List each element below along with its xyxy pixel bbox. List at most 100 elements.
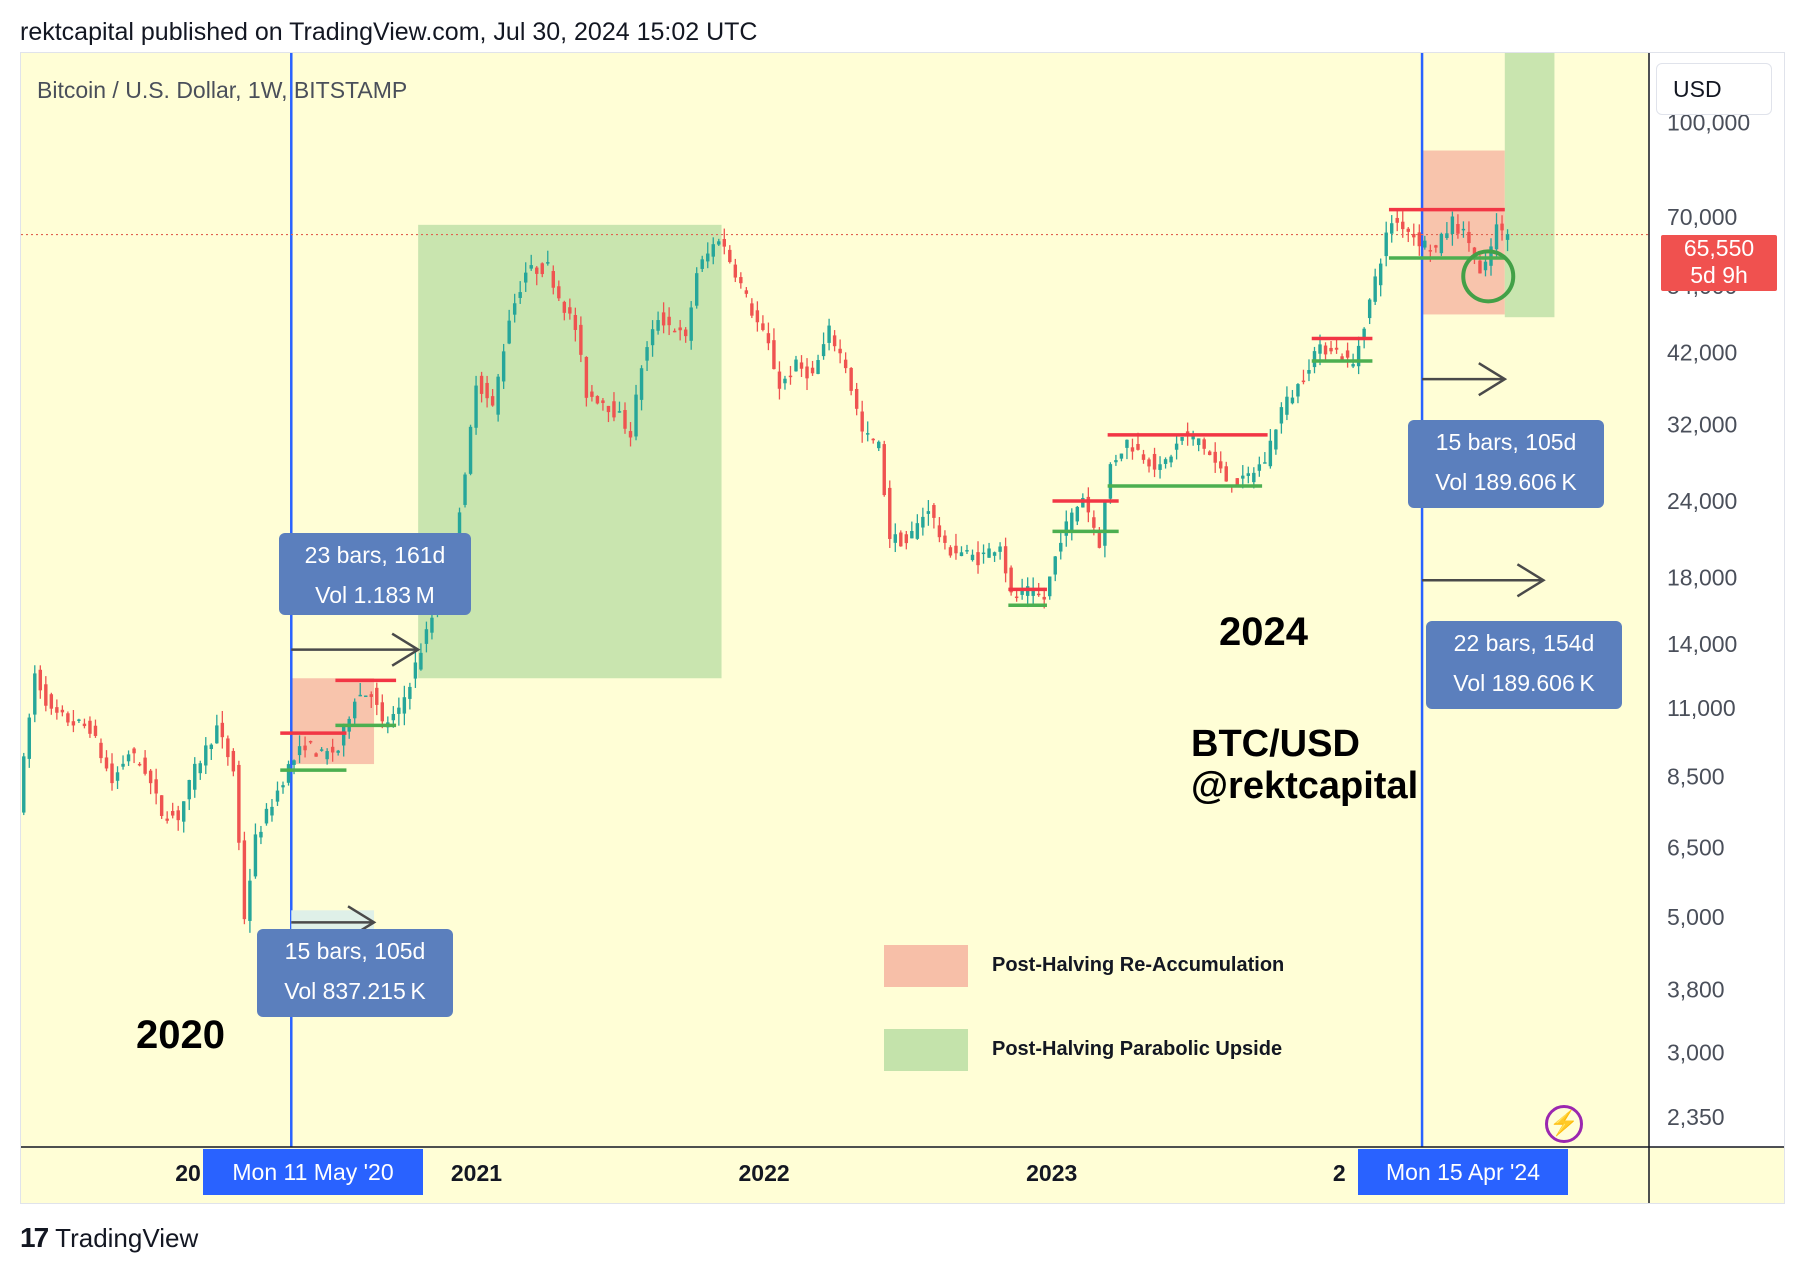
candle-body-265 <box>1483 261 1488 271</box>
price-tick-label: 14,000 <box>1667 631 1737 657</box>
candle-body-116 <box>661 312 666 326</box>
time-tick-label: 2021 <box>451 1160 502 1186</box>
candle-body-134 <box>761 323 765 330</box>
candle-body-208 <box>1169 456 1173 463</box>
candle-body-112 <box>639 368 644 400</box>
candle-body-108 <box>617 411 622 413</box>
candle-body-229 <box>1285 396 1289 415</box>
candle-body-159 <box>899 532 903 547</box>
legend-swatch-reaccumulation <box>884 945 968 987</box>
candle-body-194 <box>1092 517 1096 528</box>
candle-body-42 <box>253 834 258 877</box>
candle-body-101 <box>579 324 583 355</box>
candle-body-84 <box>485 382 489 399</box>
candle-body-104 <box>595 396 600 404</box>
candle-body-202 <box>1136 443 1140 450</box>
candle-body-7 <box>60 709 65 713</box>
candle-body-225 <box>1263 462 1267 464</box>
callout-volume: Vol 189.606 K <box>1453 670 1595 696</box>
candle-body-154 <box>871 438 875 441</box>
candle-body-47 <box>281 785 285 788</box>
candle-body-35 <box>215 725 219 744</box>
candle-body-91 <box>524 272 528 283</box>
candle-body-40 <box>242 840 247 920</box>
candle-body-68 <box>397 707 401 714</box>
candle-body-32 <box>198 763 202 774</box>
candle-body-102 <box>584 356 589 398</box>
halving-date-tag-2024: Mon 15 Apr '24 <box>1358 1149 1568 1195</box>
candle-body-80 <box>463 474 467 505</box>
candle-body-96 <box>551 271 556 288</box>
lightning-icon[interactable]: ⚡ <box>1545 1105 1583 1143</box>
candle-body-18 <box>121 763 125 767</box>
candle-body-206 <box>1158 464 1162 470</box>
candle-body-20 <box>132 748 136 754</box>
candle-body-200 <box>1125 439 1129 448</box>
candle-body-141 <box>799 362 804 369</box>
candle-body-139 <box>788 375 793 378</box>
candle-body-249 <box>1395 217 1399 223</box>
price-tick-label: 70,000 <box>1667 204 1737 230</box>
candle-body-100 <box>573 314 578 330</box>
callout-measure-2024-reaccumulation: 15 bars, 105d Vol 189.606 K <box>1408 420 1604 508</box>
candle-body-201 <box>1130 447 1135 452</box>
price-tick-label: 6,500 <box>1667 834 1725 860</box>
candle-body-58 <box>341 725 346 746</box>
candle-body-223 <box>1252 472 1256 483</box>
candle-body-55 <box>325 751 329 760</box>
candle-body-48 <box>286 764 291 783</box>
candle-body-138 <box>783 378 787 384</box>
last-price-tag: 65,550 5d 9h <box>1661 235 1777 291</box>
halving-date-tag-2020: Mon 11 May '20 <box>203 1149 423 1195</box>
candle-body-187 <box>1053 556 1057 575</box>
candle-body-79 <box>457 512 462 542</box>
candle-body-151 <box>854 388 859 409</box>
candle-body-94 <box>540 263 544 275</box>
candle-body-168 <box>948 547 953 556</box>
candle-body-230 <box>1290 397 1295 404</box>
candle-body-235 <box>1318 344 1322 354</box>
candle-body-145 <box>821 344 826 357</box>
candle-body-258 <box>1445 233 1449 238</box>
candle-body-127 <box>722 239 726 247</box>
candle-body-51 <box>303 745 307 751</box>
candle-body-218 <box>1224 466 1228 482</box>
candle-body-119 <box>678 327 682 331</box>
candle-body-125 <box>711 244 715 257</box>
currency-button[interactable]: USD <box>1656 63 1772 115</box>
candle-body-3 <box>38 669 43 691</box>
candle-body-114 <box>650 329 655 346</box>
candle-body-143 <box>810 367 815 374</box>
candle-body-241 <box>1351 364 1355 367</box>
candle-body-189 <box>1064 521 1068 536</box>
candle-body-214 <box>1202 439 1206 449</box>
candle-body-233 <box>1307 369 1311 374</box>
candle-body-8 <box>66 713 70 723</box>
candle-body-136 <box>772 340 776 370</box>
candle-body-10 <box>77 719 81 721</box>
candle-body-180 <box>1014 596 1019 599</box>
candle-body-46 <box>275 790 280 802</box>
price-tick-label: 3,000 <box>1667 1039 1725 1065</box>
candle-body-22 <box>143 757 147 774</box>
candle-body-244 <box>1367 299 1372 319</box>
candle-body-17 <box>115 772 120 781</box>
candle-body-86 <box>496 376 500 415</box>
candle-body-34 <box>209 744 214 750</box>
candle-body-224 <box>1257 464 1262 471</box>
footer-brand[interactable]: 17 TradingView <box>20 1222 198 1254</box>
legend-label-parabolic: Post-Halving Parabolic Upside <box>992 1038 1283 1060</box>
candle-body-177 <box>998 546 1002 552</box>
chart-area[interactable]: 100,00070,00054,00042,00032,00024,00018,… <box>20 52 1785 1204</box>
candle-body-41 <box>248 880 252 921</box>
candle-body-69 <box>402 697 407 714</box>
candle-body-64 <box>375 687 379 705</box>
candle-body-148 <box>838 348 842 354</box>
candle-body-44 <box>264 808 269 824</box>
time-tick-label: 2023 <box>1026 1160 1077 1186</box>
candle-body-186 <box>1048 576 1052 597</box>
candle-body-117 <box>667 316 671 326</box>
candle-body-163 <box>921 516 925 528</box>
retest-marker-circle <box>1461 249 1516 304</box>
candle-body-111 <box>634 394 638 437</box>
